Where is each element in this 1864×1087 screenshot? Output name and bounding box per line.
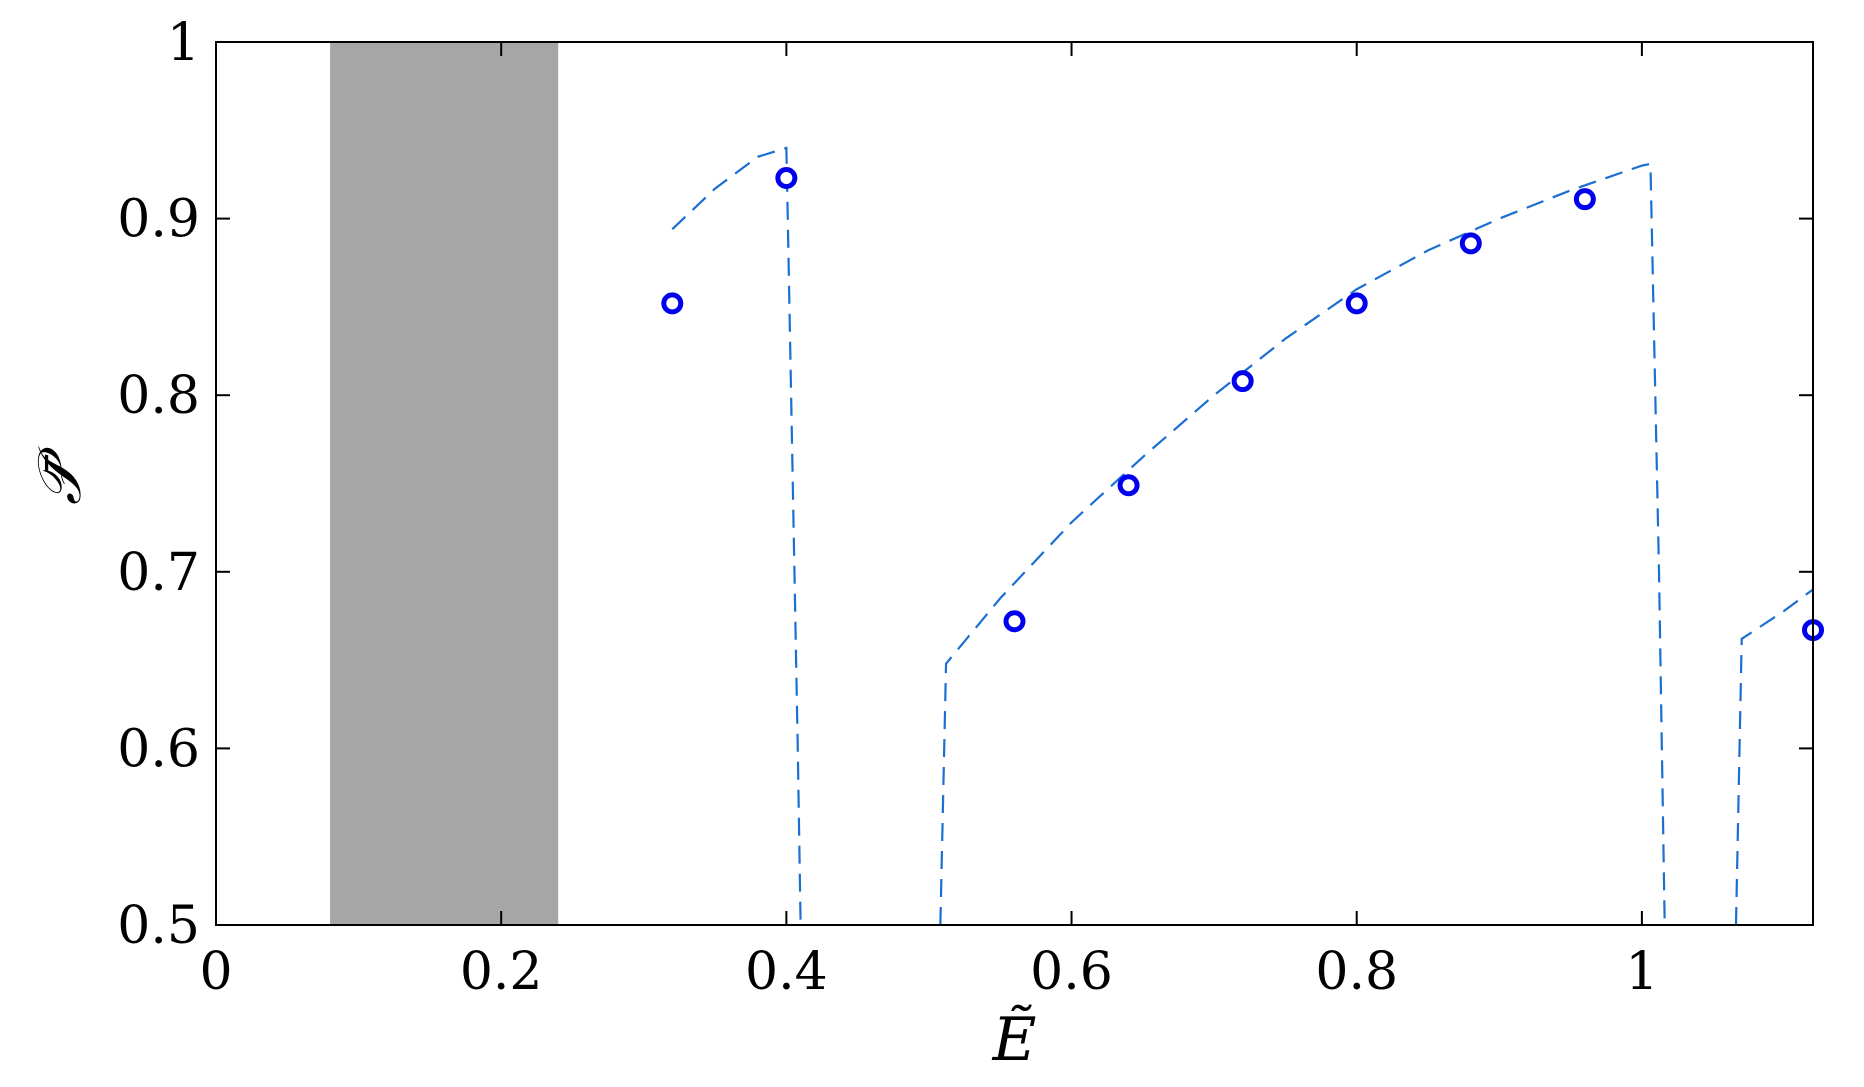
x-tick-labels: 0 0.2 0.4 0.6 0.8 1 xyxy=(199,942,1658,1002)
y-tick-label: 0.7 xyxy=(117,543,200,603)
y-tick-labels: 0.5 0.6 0.7 0.8 0.9 1 xyxy=(117,13,200,956)
axis-ticks xyxy=(215,41,1813,926)
y-tick-label: 0.6 xyxy=(117,719,200,779)
data-point xyxy=(661,292,684,315)
x-tick-label: 0 xyxy=(199,942,232,1002)
model-lines xyxy=(671,146,1814,926)
y-tick-label: 0.9 xyxy=(117,190,200,250)
data-point xyxy=(775,166,798,189)
plot-frame xyxy=(215,41,1814,926)
data-point xyxy=(1459,232,1482,255)
data-point xyxy=(1231,370,1254,393)
data-point xyxy=(1117,474,1140,497)
y-axis-label: 𝒫̄ xyxy=(25,446,95,505)
y-tick-label: 0.8 xyxy=(117,366,200,426)
x-tick-label: 0.6 xyxy=(1030,942,1113,1002)
x-tick-label: 0.8 xyxy=(1315,942,1398,1002)
y-tick-label: 0.5 xyxy=(117,896,200,956)
data-point xyxy=(1003,610,1026,633)
x-axis-label: Ẽ xyxy=(992,1004,1037,1075)
data-point xyxy=(1573,188,1596,211)
model-curve-segment xyxy=(671,146,802,926)
x-tick-label: 0.4 xyxy=(745,942,828,1002)
x-tick-label: 1 xyxy=(1625,942,1658,1002)
model-curve-segment xyxy=(1734,588,1814,926)
data-point xyxy=(1345,292,1368,315)
shaded-region xyxy=(330,42,559,925)
model-curve-segment xyxy=(939,162,1666,926)
data-markers xyxy=(661,166,1824,642)
x-tick-label: 0.2 xyxy=(460,942,543,1002)
y-tick-label: 1 xyxy=(167,13,200,73)
